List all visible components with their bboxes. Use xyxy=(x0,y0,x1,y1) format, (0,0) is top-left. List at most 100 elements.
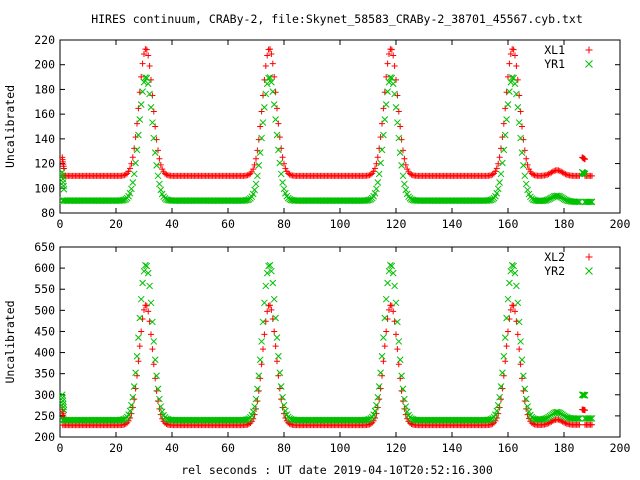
y-tick-label: 450 xyxy=(34,324,55,338)
data-point-xl1 xyxy=(549,168,556,175)
data-point-yr1 xyxy=(585,198,593,206)
data-point-yr1 xyxy=(157,186,165,194)
data-point-xl1 xyxy=(141,50,147,57)
data-point-yr2 xyxy=(259,318,267,326)
data-point-yr1 xyxy=(503,116,510,123)
data-point-xl1 xyxy=(373,160,380,167)
data-point-xl2 xyxy=(129,404,136,411)
data-point-yr2 xyxy=(515,318,523,326)
data-point-yr2 xyxy=(158,408,166,416)
data-point-yr1 xyxy=(511,80,519,88)
data-point-yr2 xyxy=(252,395,260,403)
data-point-xl1 xyxy=(489,171,496,178)
data-point-xl1 xyxy=(496,154,503,161)
data-point-yr1 xyxy=(508,74,516,81)
data-point-xl1 xyxy=(582,156,588,163)
data-point-xl1 xyxy=(544,171,551,178)
data-point-xl2 xyxy=(145,308,152,315)
data-point-xl1 xyxy=(157,161,164,168)
data-point-xl2 xyxy=(514,331,521,338)
data-point-xl2 xyxy=(142,302,149,309)
data-point-xl1 xyxy=(257,123,264,130)
data-point-yr2 xyxy=(251,403,258,410)
data-point-yr2 xyxy=(387,261,394,269)
data-point-yr2 xyxy=(382,295,390,303)
data-point-xl1 xyxy=(512,52,518,59)
data-point-yr2 xyxy=(265,262,272,270)
data-point-yr1 xyxy=(522,180,530,188)
data-point-yr1 xyxy=(151,149,159,156)
data-point-xl1 xyxy=(395,108,402,115)
y-tick-label: 140 xyxy=(34,132,55,146)
y-axis-label: Uncalibrated xyxy=(3,85,17,168)
data-point-xl2 xyxy=(387,302,394,309)
data-point-xl2 xyxy=(503,343,510,350)
data-point-yr2 xyxy=(494,401,502,409)
y-tick-label: 550 xyxy=(34,282,55,296)
data-point-xl1 xyxy=(379,120,385,127)
data-point-yr1 xyxy=(382,101,390,108)
data-point-yr2 xyxy=(522,395,530,403)
data-point-yr1 xyxy=(126,189,134,197)
data-point-yr1 xyxy=(588,198,596,206)
data-point-xl2 xyxy=(509,302,516,309)
data-point-yr2 xyxy=(508,261,516,269)
data-point-xl1 xyxy=(146,63,153,70)
data-point-yr1 xyxy=(521,172,529,180)
data-point-yr1 xyxy=(277,170,285,178)
data-point-yr1 xyxy=(499,159,506,167)
data-point-yr2 xyxy=(269,279,277,287)
data-point-yr1 xyxy=(150,134,158,142)
data-point-yr1 xyxy=(500,146,508,154)
data-point-xl1 xyxy=(149,92,156,99)
data-point-xl1 xyxy=(517,108,524,115)
data-point-yr2 xyxy=(144,269,152,277)
y-tick-label: 250 xyxy=(34,409,55,423)
data-point-xl2 xyxy=(268,306,275,313)
data-point-xl1 xyxy=(370,168,377,175)
data-point-yr1 xyxy=(506,88,513,95)
data-point-yr2 xyxy=(255,372,263,380)
data-point-xl1 xyxy=(262,63,269,70)
data-point-xl1 xyxy=(134,120,140,127)
x-tick-label: 160 xyxy=(498,441,519,455)
x-tick-label: 100 xyxy=(330,441,351,455)
data-point-yr2 xyxy=(581,392,589,399)
data-point-yr1 xyxy=(517,134,524,142)
data-point-yr2 xyxy=(384,279,391,287)
data-point-xl1 xyxy=(502,105,509,112)
data-point-yr1 xyxy=(385,78,393,86)
data-point-yr2 xyxy=(262,282,270,290)
data-point-yr1 xyxy=(504,101,512,108)
data-point-xl2 xyxy=(507,306,514,313)
data-point-xl1 xyxy=(269,60,276,67)
data-point-yr2 xyxy=(398,372,405,380)
data-point-xl1 xyxy=(510,46,517,53)
data-point-xl2 xyxy=(388,302,395,309)
data-point-yr1 xyxy=(269,88,277,95)
data-point-xl2 xyxy=(517,361,524,368)
y-tick-label: 220 xyxy=(34,33,55,47)
data-point-xl1 xyxy=(383,73,390,80)
data-point-yr2 xyxy=(276,369,284,377)
data-point-xl1 xyxy=(139,60,146,67)
data-point-yr2 xyxy=(500,352,508,360)
data-point-xl2 xyxy=(257,375,264,382)
y-tick-label: 200 xyxy=(34,58,55,72)
x-tick-label: 60 xyxy=(221,217,235,231)
data-point-yr1 xyxy=(132,159,139,167)
data-point-yr2 xyxy=(270,295,278,303)
data-point-yr2 xyxy=(254,385,261,393)
data-point-yr1 xyxy=(60,185,68,193)
data-point-xl1 xyxy=(493,165,500,172)
plot-frame xyxy=(59,246,621,438)
data-point-yr1 xyxy=(510,74,517,82)
data-point-yr1 xyxy=(154,172,162,180)
data-point-yr1 xyxy=(144,80,152,88)
data-point-xl1 xyxy=(129,154,136,161)
x-tick-label: 160 xyxy=(498,217,519,231)
data-point-yr2 xyxy=(136,314,144,322)
data-point-xl2 xyxy=(380,358,387,365)
x-tick-label: 120 xyxy=(386,441,407,455)
